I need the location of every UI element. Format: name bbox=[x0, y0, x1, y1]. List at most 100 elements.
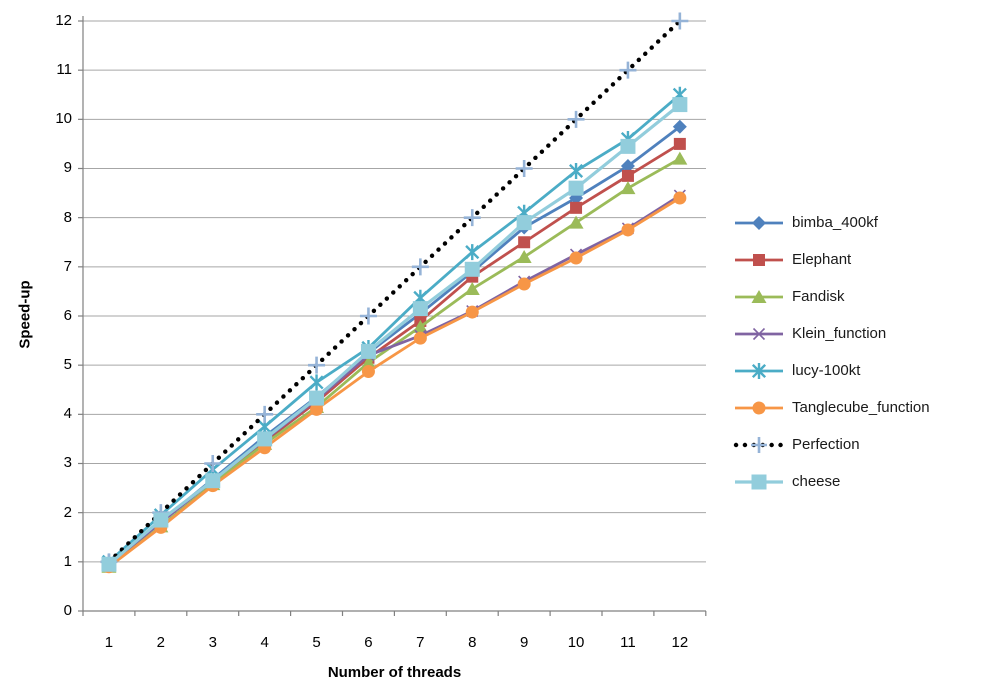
Tanglecube_function-point bbox=[673, 191, 687, 205]
series-line-Klein_function bbox=[108, 194, 681, 566]
legend: bimba_400kf Elephant Fandisk Klein_function… bbox=[733, 204, 930, 500]
bimba_400kf-point bbox=[672, 119, 687, 134]
Tanglecube_function-point bbox=[517, 277, 531, 291]
cheese-point bbox=[360, 343, 376, 359]
y-tick-label: 4 bbox=[63, 405, 72, 423]
legend-marker bbox=[752, 401, 766, 414]
x-tick-label: 5 bbox=[312, 634, 321, 651]
Perfection-point bbox=[308, 356, 326, 374]
legend-item-Fandisk: Fandisk bbox=[733, 278, 930, 315]
legend-label: Elephant bbox=[792, 251, 852, 268]
legend-marker bbox=[751, 289, 767, 303]
x-tick-label: 11 bbox=[620, 634, 636, 651]
Tanglecube_function-point bbox=[361, 365, 375, 379]
cheese-point bbox=[309, 390, 325, 406]
series-line-cheese bbox=[107, 103, 681, 566]
cheese-point bbox=[516, 215, 532, 231]
cheese-point bbox=[620, 138, 636, 154]
x-tick-label: 1 bbox=[104, 634, 114, 651]
legend-item-Klein_function: Klein_function bbox=[733, 315, 930, 352]
y-tick-label: 8 bbox=[63, 208, 72, 226]
y-tick-label: 11 bbox=[56, 61, 72, 79]
cheese-point bbox=[153, 512, 169, 528]
Perfection-point bbox=[515, 160, 533, 177]
legend-label: Klein_function bbox=[792, 325, 887, 342]
Perfection-point bbox=[411, 258, 429, 276]
cheese-point bbox=[101, 556, 117, 572]
Perfection-point bbox=[619, 61, 637, 79]
y-tick-label: 9 bbox=[63, 159, 72, 177]
Fandisk-point bbox=[516, 249, 532, 263]
legend-label: bimba_400kf bbox=[792, 214, 878, 231]
legend-marker bbox=[753, 253, 765, 266]
Fandisk-point bbox=[620, 181, 636, 195]
x-tick-label: 4 bbox=[260, 634, 269, 651]
legend-marker bbox=[751, 362, 767, 379]
legend-marker-icon bbox=[735, 401, 783, 414]
legend-label: cheese bbox=[792, 473, 841, 490]
Fandisk-point bbox=[412, 319, 428, 333]
Tanglecube_function-point bbox=[465, 305, 479, 319]
Elephant-point bbox=[621, 169, 634, 182]
Tanglecube_function-point bbox=[413, 331, 427, 345]
Elephant-point bbox=[570, 201, 583, 214]
Elephant-point bbox=[518, 236, 531, 249]
x-tick-label: 10 bbox=[567, 634, 585, 651]
y-tick-label: 5 bbox=[63, 356, 72, 374]
cheese-point bbox=[568, 180, 584, 196]
legend-label: Perfection bbox=[792, 436, 860, 453]
legend-label: Fandisk bbox=[792, 288, 845, 305]
bimba_400kf-point bbox=[620, 159, 635, 174]
x-axis-title: Number of threads bbox=[327, 664, 462, 681]
Elephant-point bbox=[673, 137, 686, 150]
legend-marker bbox=[752, 327, 766, 340]
cheese-point bbox=[672, 97, 688, 113]
legend-marker-icon bbox=[735, 215, 783, 230]
Perfection-point bbox=[359, 307, 377, 325]
Perfection-point bbox=[671, 12, 689, 30]
legend-label: lucy-100kt bbox=[792, 362, 861, 379]
Fandisk-point bbox=[464, 281, 480, 295]
legend-marker-icon bbox=[735, 253, 783, 266]
y-tick-label: 10 bbox=[55, 110, 72, 128]
legend-item-Tanglecube_function: Tanglecube_function bbox=[733, 389, 930, 426]
Fandisk-point bbox=[672, 151, 688, 165]
y-tick-label: 6 bbox=[63, 306, 72, 324]
y-tick-label: 1 bbox=[63, 552, 72, 570]
Tanglecube_function-point bbox=[569, 251, 583, 265]
legend-item-bimba_400kf: bimba_400kf bbox=[733, 204, 930, 241]
cheese-point bbox=[257, 431, 273, 447]
legend-label: Tanglecube_function bbox=[792, 399, 930, 416]
legend-marker bbox=[751, 474, 767, 489]
legend-marker-icon bbox=[733, 436, 785, 453]
x-tick-label: 9 bbox=[519, 634, 529, 651]
x-tick-label: 12 bbox=[671, 634, 689, 651]
cheese-point bbox=[205, 473, 221, 489]
lucy-100kt-point bbox=[465, 244, 480, 261]
series-line-lucy-100kt bbox=[108, 93, 681, 563]
y-tick-label: 3 bbox=[63, 454, 72, 472]
cheese-point bbox=[412, 301, 428, 317]
legend-marker-icon bbox=[735, 327, 783, 340]
legend-marker-icon bbox=[735, 474, 783, 489]
legend-marker-icon bbox=[735, 362, 783, 379]
legend-item-Perfection: Perfection bbox=[733, 426, 930, 463]
x-tick-label: 6 bbox=[364, 634, 373, 651]
x-tick-label: 7 bbox=[416, 634, 425, 651]
legend-item-lucy-100kt: lucy-100kt bbox=[733, 352, 930, 389]
legend-item-Elephant: Elephant bbox=[733, 241, 930, 278]
Tanglecube_function-point bbox=[621, 223, 635, 237]
Tanglecube_function-point bbox=[310, 402, 324, 416]
y-tick-label: 12 bbox=[55, 11, 72, 29]
series-line-Perfection bbox=[106, 18, 683, 565]
x-tick-label: 8 bbox=[468, 634, 477, 651]
Perfection-point bbox=[567, 110, 585, 128]
Perfection-point bbox=[204, 455, 222, 472]
y-tick-label: 2 bbox=[63, 503, 72, 521]
cheese-point bbox=[464, 261, 480, 277]
y-tick-label: 7 bbox=[63, 257, 72, 275]
x-tick-label: 2 bbox=[156, 634, 166, 651]
series-line-Fandisk bbox=[108, 157, 681, 568]
x-tick-label: 3 bbox=[208, 634, 217, 651]
